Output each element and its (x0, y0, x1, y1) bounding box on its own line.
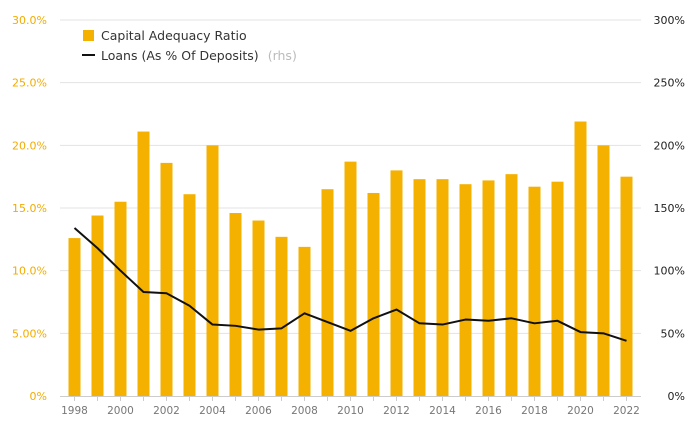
bar-2009 (321, 189, 334, 396)
bar-2010 (344, 161, 357, 396)
line-series (73, 227, 627, 342)
bar-2021 (597, 145, 610, 396)
x-tick-label: 2012 (383, 405, 410, 417)
bar-2013 (413, 179, 426, 396)
bar-2015 (459, 184, 472, 396)
bar-2003 (183, 194, 196, 396)
bar-2014 (436, 179, 449, 396)
bar-2006 (252, 220, 265, 396)
y-right-tick-label: 250% (654, 77, 685, 90)
x-tick-label: 2002 (153, 405, 180, 417)
y-right-tick-label: 200% (654, 139, 685, 152)
y-left-tick-label: 10.0% (12, 265, 47, 278)
bar-series (68, 121, 633, 397)
bar-2007 (275, 236, 288, 396)
bar-2020 (574, 121, 587, 397)
x-tick-label: 2022 (613, 405, 640, 417)
legend-bar-swatch (83, 30, 94, 41)
loans-deposits-line (73, 227, 627, 342)
bar-2022 (620, 176, 633, 396)
legend-bar-label: Capital Adequacy Ratio (101, 28, 247, 43)
bar-2018 (528, 186, 541, 396)
y-right-tick-label: 300% (654, 14, 685, 27)
x-tick-label: 2020 (567, 405, 594, 417)
y-left-tick-label: 15.0% (12, 202, 47, 215)
y-right-tick-label: 150% (654, 202, 685, 215)
y-left-tick-label: 5.00% (12, 327, 47, 340)
bar-2005 (229, 213, 242, 396)
axes: 0% 0% 5.00% 50% 10.0% 100% 15.0% 150% 20.0% 200% 2… (12, 14, 685, 417)
bar-2017 (505, 174, 518, 396)
y-left-tick-label: 0% (30, 390, 47, 403)
bar-2002 (160, 162, 173, 396)
bar-2000 (114, 201, 127, 396)
x-tick-label: 2014 (429, 405, 456, 417)
bar-1999 (91, 215, 104, 396)
x-tick-label: 2018 (521, 405, 548, 417)
bar-2016 (482, 180, 495, 396)
y-left-tick-label: 20.0% (12, 139, 47, 152)
bar-1998 (68, 238, 81, 396)
x-tick-label: 1998 (61, 405, 88, 417)
x-tick-label: 2000 (107, 405, 134, 417)
x-tick-label: 2016 (475, 405, 502, 417)
bar-2019 (551, 181, 564, 396)
legend-line-label: Loans (As % Of Deposits) (101, 48, 259, 63)
legend-line-text: Loans (As % Of Deposits) (rhs) (101, 45, 297, 64)
x-tick-label: 2008 (291, 405, 318, 417)
y-right-tick-label: 100% (654, 265, 685, 278)
bar-2011 (367, 192, 380, 396)
bar-2001 (137, 131, 150, 396)
x-tick-label: 2010 (337, 405, 364, 417)
y-left-tick-label: 30.0% (12, 14, 47, 27)
x-tick-label: 2006 (245, 405, 272, 417)
legend-line-suffix: (rhs) (268, 48, 297, 63)
y-left-tick-label: 25.0% (12, 77, 47, 90)
y-right-tick-label: 0% (668, 390, 685, 403)
bar-2008 (298, 246, 311, 396)
x-tick-label: 2004 (199, 405, 226, 417)
bar-2004 (206, 145, 219, 396)
legend: Capital Adequacy Ratio Loans (As % Of De… (82, 28, 297, 64)
y-right-tick-label: 50% (661, 327, 685, 340)
bar-2012 (390, 170, 403, 396)
